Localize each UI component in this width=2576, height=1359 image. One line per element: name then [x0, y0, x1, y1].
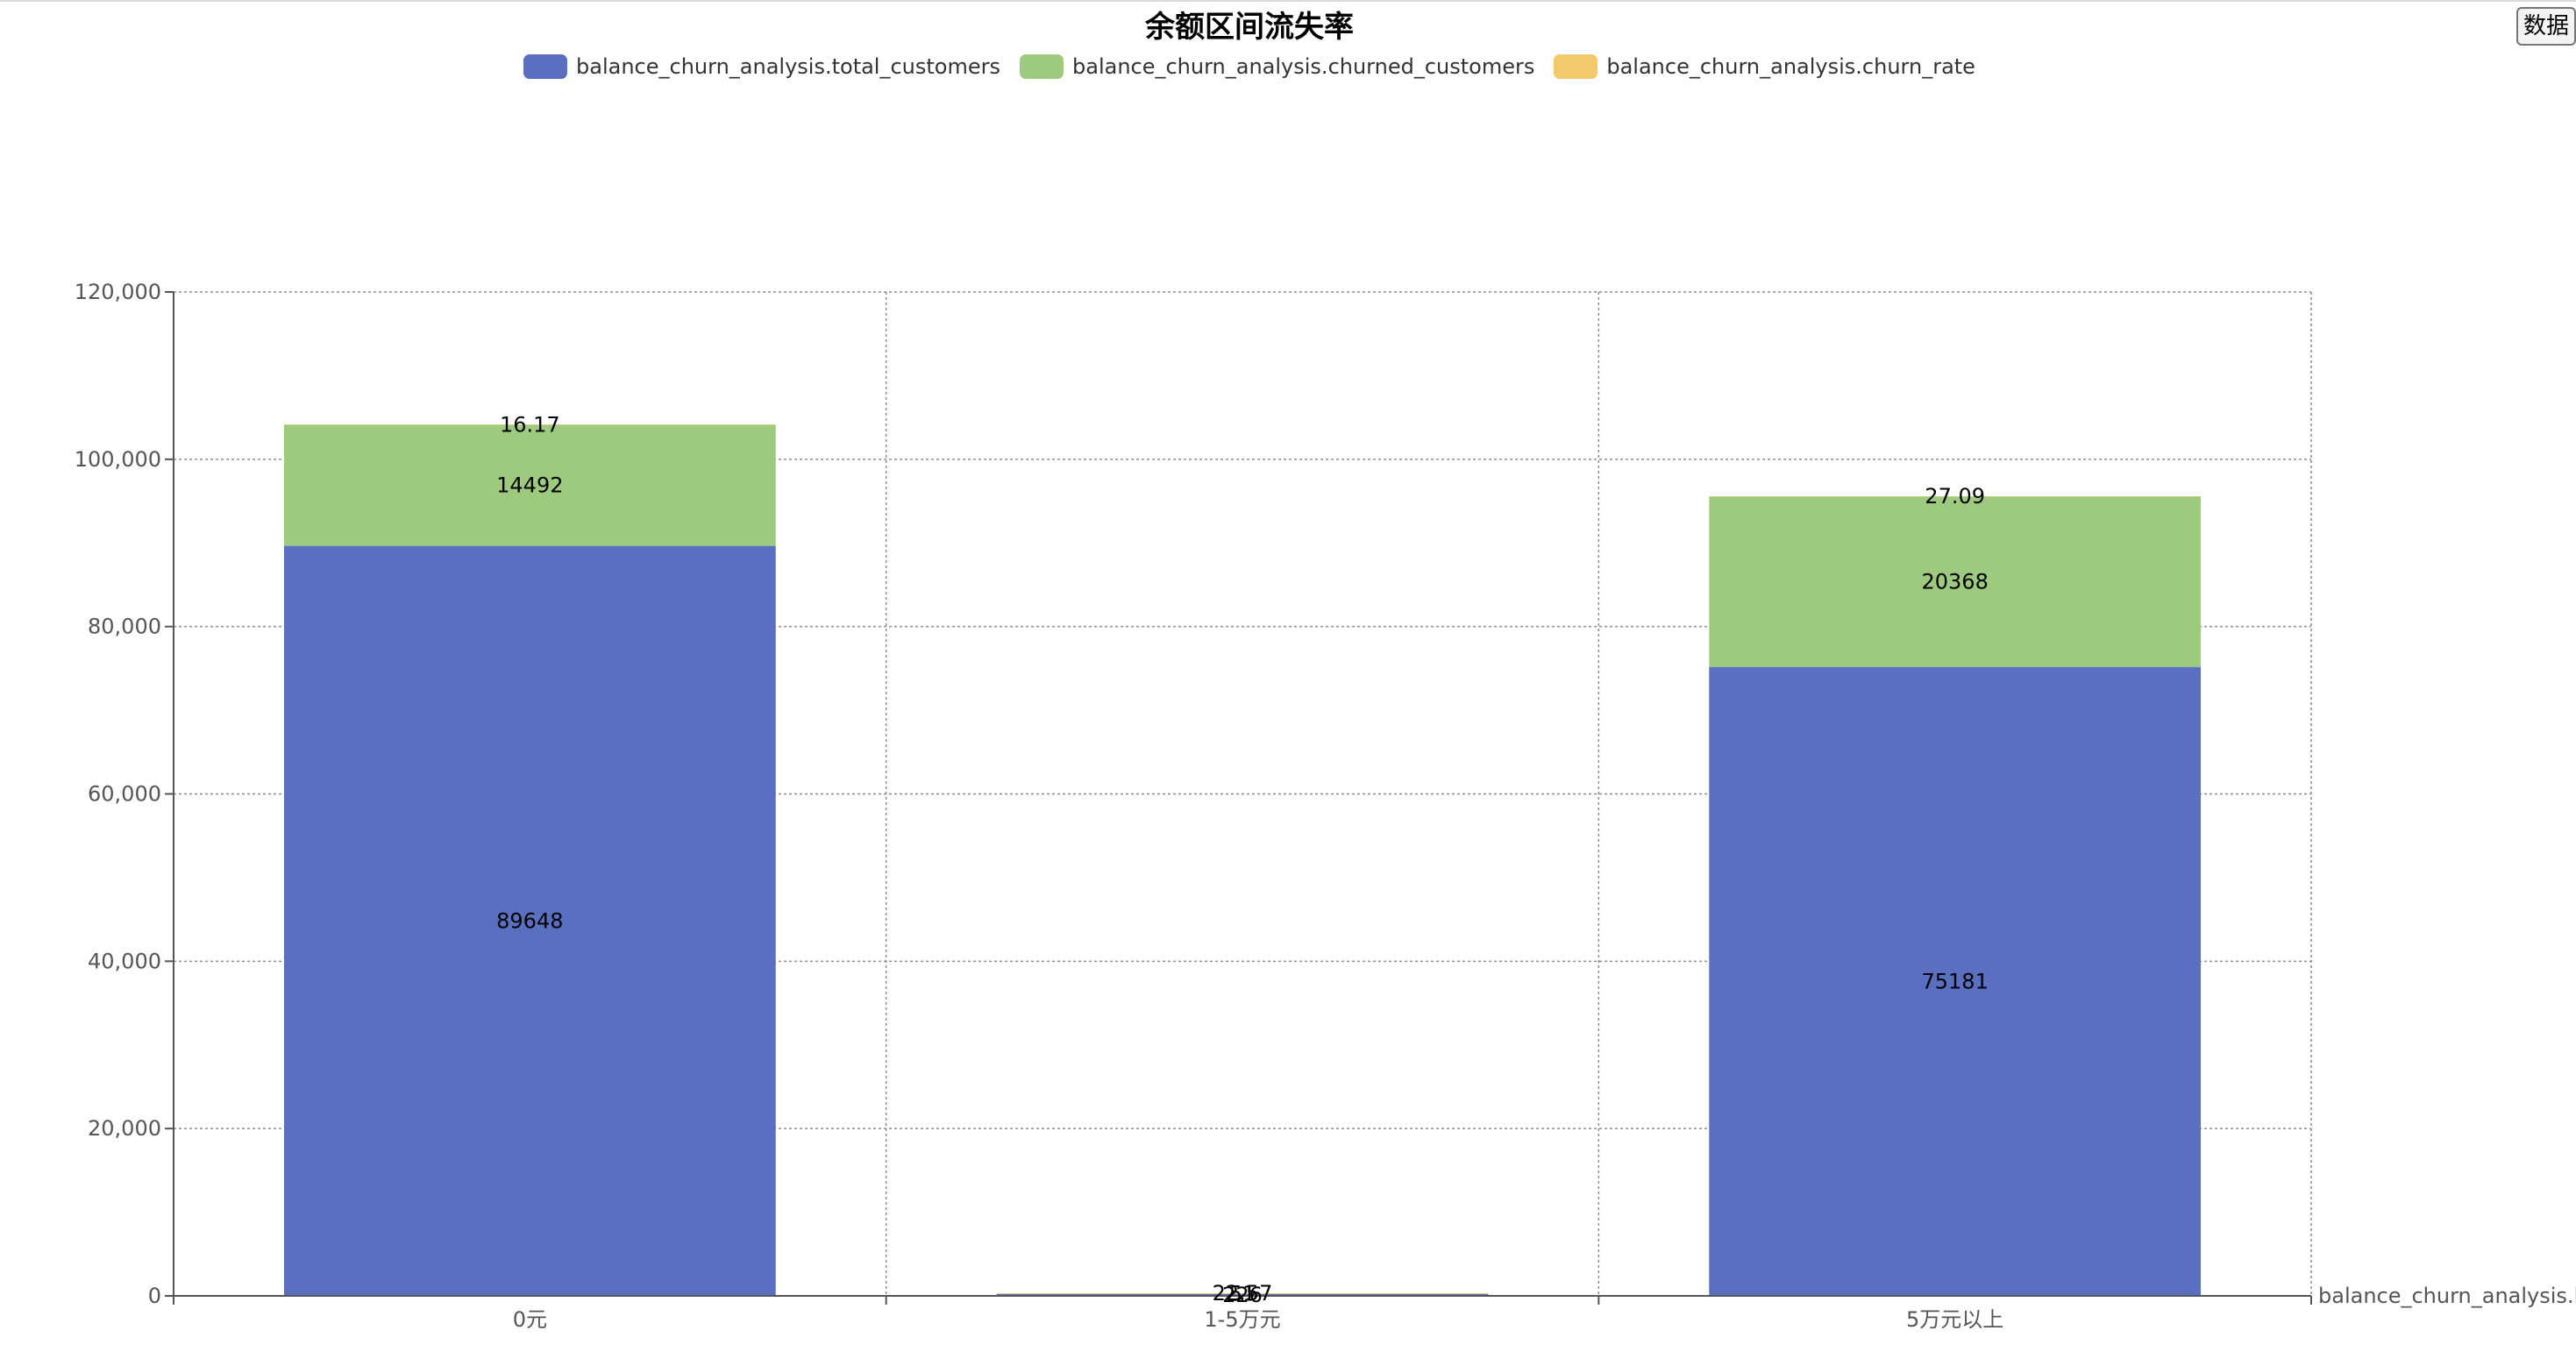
chart-title: 余额区间流失率	[1145, 10, 1354, 45]
y-tick-label: 80,000	[88, 615, 161, 639]
x-tick-label: 0元	[513, 1307, 547, 1332]
data-label: 226	[1222, 1283, 1263, 1307]
x-axis-name: balance_churn_analysis.ba	[2318, 1284, 2576, 1308]
top-divider	[0, 0, 2576, 2]
y-tick-label: 0	[148, 1284, 161, 1308]
data-label: 89648	[496, 908, 563, 933]
legend-item-total-customers[interactable]: balance_churn_analysis.total_customers	[523, 51, 1000, 82]
data-label: 22.57	[1213, 1281, 1273, 1306]
legend-swatch	[523, 54, 568, 79]
legend-item-churn-rate[interactable]: balance_churn_analysis.churn_rate	[1554, 51, 1975, 82]
bar-0-2	[1709, 666, 2202, 1296]
grid-layer	[174, 291, 2312, 1296]
bar-0-1	[996, 1293, 1489, 1296]
y-tick-label: 60,000	[88, 782, 161, 807]
y-tick-label: 40,000	[88, 949, 161, 973]
legend-label: balance_churn_analysis.total_customers	[576, 54, 1000, 79]
x-tick-label: 1-5万元	[1204, 1307, 1280, 1332]
legend-label: balance_churn_analysis.churned_customers	[1072, 54, 1535, 79]
x-tick-label: 5万元以上	[1906, 1307, 2003, 1332]
data-view-button[interactable]: 数据	[2516, 7, 2576, 46]
data-label: 14492	[496, 473, 563, 497]
data-label: 20368	[1921, 569, 1988, 594]
bar-1-2	[1709, 496, 2202, 667]
y-tick-label: 100,000	[75, 447, 161, 472]
data-label: 16.17	[500, 412, 560, 437]
chart-legend: balance_churn_analysis.total_customers b…	[0, 51, 2499, 82]
bar-2-0	[283, 424, 776, 425]
bar-1-0	[283, 424, 776, 546]
axis-layer: 0 20,000 40,000 60,000 80,000 100,000 120,000 0…	[75, 280, 2576, 1332]
y-tick-label: 20,000	[88, 1116, 161, 1141]
legend-item-churned-customers[interactable]: balance_churn_analysis.churned_customers	[1020, 51, 1534, 82]
y-tick-label: 120,000	[75, 280, 161, 304]
bar-2-1	[996, 1293, 1489, 1294]
data-label: 51	[1229, 1282, 1256, 1306]
bar-0-0	[283, 545, 776, 1296]
legend-label: balance_churn_analysis.churn_rate	[1606, 54, 1975, 79]
bar-2-2	[1709, 496, 2202, 497]
bar-layer	[283, 424, 2202, 1296]
legend-swatch	[1020, 54, 1064, 79]
legend-swatch	[1554, 54, 1598, 79]
data-label: 27.09	[1925, 484, 1985, 509]
data-label: 75181	[1921, 969, 1988, 993]
